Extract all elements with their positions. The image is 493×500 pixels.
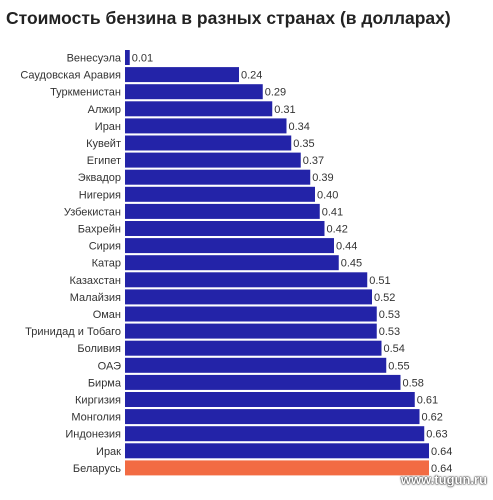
category-label: Бирма: [88, 377, 122, 389]
category-label: Туркменистан: [50, 87, 121, 99]
category-label: Алжир: [88, 104, 121, 116]
category-label: Монголия: [71, 412, 121, 424]
category-label: Узбекистан: [64, 206, 121, 218]
value-label: 0.53: [379, 309, 400, 321]
category-label: Иран: [95, 121, 121, 133]
bar: [125, 306, 377, 322]
bar: [125, 152, 301, 168]
value-label: 0.51: [369, 275, 390, 287]
value-label: 0.64: [431, 463, 452, 475]
category-label: Казахстан: [69, 275, 121, 287]
value-label: 0.55: [388, 360, 409, 372]
value-label: 0.01: [132, 53, 153, 65]
bar: [125, 50, 130, 65]
category-label: Оман: [93, 309, 121, 321]
bar: [125, 255, 339, 271]
bar: [125, 460, 429, 476]
value-label: 0.63: [426, 429, 447, 441]
category-label: Египет: [87, 155, 121, 167]
value-label: 0.61: [417, 395, 438, 407]
value-label: 0.35: [293, 138, 314, 150]
bar: [125, 340, 382, 356]
value-label: 0.24: [241, 70, 262, 82]
bar: [125, 323, 377, 339]
bar: [125, 84, 263, 100]
bar: [125, 426, 425, 442]
bar: [125, 443, 429, 459]
category-label: Нигерия: [79, 189, 121, 201]
value-label: 0.41: [322, 206, 343, 218]
chart-title: Стоимость бензина в разных странах (в до…: [6, 8, 451, 28]
value-label: 0.37: [303, 155, 324, 167]
bar: [125, 203, 320, 219]
bar: [125, 221, 325, 236]
value-label: 0.53: [379, 326, 400, 338]
bar: [125, 374, 401, 390]
bar: [125, 186, 315, 202]
category-label: Индонезия: [65, 429, 121, 441]
watermark-text: www.tugun.ru: [400, 472, 487, 487]
bar: [125, 289, 372, 305]
bar: [125, 101, 273, 117]
category-label: Эквадор: [78, 172, 121, 184]
bar: [125, 118, 287, 134]
value-label: 0.29: [265, 87, 286, 99]
bar: [125, 238, 334, 254]
bar: [125, 67, 239, 83]
bar: [125, 392, 415, 407]
category-label: Кувейт: [86, 138, 121, 150]
category-label: Киргизия: [75, 395, 121, 407]
bar: [125, 409, 420, 425]
value-label: 0.62: [422, 412, 443, 424]
bar: [125, 169, 311, 185]
bar: [125, 272, 368, 288]
value-label: 0.39: [312, 172, 333, 184]
value-label: 0.64: [431, 446, 452, 458]
value-label: 0.54: [384, 343, 405, 355]
bar: [125, 357, 387, 373]
value-label: 0.52: [374, 292, 395, 304]
value-label: 0.58: [403, 377, 424, 389]
category-label: Тринидад и Тобаго: [25, 326, 121, 338]
value-label: 0.45: [341, 258, 362, 270]
category-label: Боливия: [77, 343, 121, 355]
category-label: ОАЭ: [98, 360, 121, 372]
category-label: Бахрейн: [78, 224, 121, 236]
category-label: Венесуэла: [67, 53, 122, 65]
value-label: 0.34: [289, 121, 310, 133]
value-label: 0.40: [317, 189, 338, 201]
category-label: Саудовская Аравия: [20, 70, 121, 82]
bar: [125, 135, 292, 151]
category-label: Ирак: [96, 446, 121, 458]
category-label: Катар: [92, 258, 121, 270]
category-label: Малайзия: [70, 292, 121, 304]
value-label: 0.44: [336, 241, 357, 253]
category-label: Беларусь: [73, 463, 121, 475]
value-label: 0.31: [274, 104, 295, 116]
category-label: Сирия: [89, 241, 121, 253]
value-label: 0.42: [327, 224, 348, 236]
